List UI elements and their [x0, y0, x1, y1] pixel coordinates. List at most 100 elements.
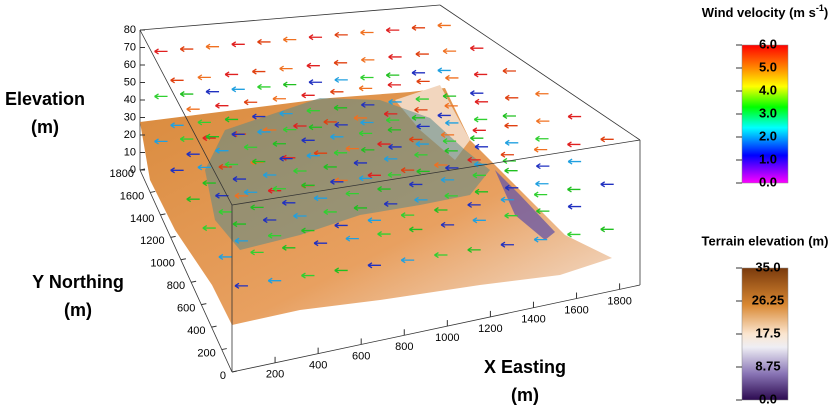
wind-arrow: [415, 140, 429, 148]
wind-arrow: [257, 38, 271, 46]
wind-arrow: [243, 189, 258, 196]
wind-arrow: [502, 112, 516, 120]
wind-arrow: [535, 135, 549, 142]
wind-arrow: [282, 126, 297, 133]
colorbar-title: Wind velocity (m s-1): [702, 3, 828, 20]
wind-arrow: [409, 136, 423, 143]
wind-arrow: [218, 253, 232, 261]
wind-arrow: [179, 135, 194, 143]
wind-arrow: [215, 147, 229, 154]
wind-arrow: [409, 181, 423, 188]
wind-arrow: [414, 106, 428, 113]
wind-arrow: [445, 119, 459, 126]
wind-arrow: [279, 155, 293, 162]
wind-arrow: [367, 172, 381, 179]
wind-arrow: [467, 156, 481, 163]
wind-arrow: [383, 200, 398, 207]
wind-arrow: [282, 81, 297, 88]
wind-arrow: [232, 220, 247, 228]
colorbar-tick-label: 5.0: [759, 59, 777, 74]
z-tick-label: 0: [130, 164, 136, 176]
wind-arrow: [533, 191, 548, 198]
wind-arrow: [600, 226, 614, 233]
wind-arrow: [474, 98, 489, 105]
y-tick-label: 600: [177, 303, 195, 315]
wind-arrow: [567, 158, 582, 165]
wind-arrow: [218, 163, 232, 171]
wind-arrow: [360, 74, 374, 81]
wind-arrow: [415, 50, 429, 58]
wind-arrow: [504, 167, 518, 174]
wind-arrow: [272, 95, 286, 102]
x-tick-label: 1200: [478, 323, 502, 335]
z-tick-label: 30: [124, 111, 136, 123]
wind-arrow: [504, 122, 518, 129]
wind-arrow: [600, 136, 614, 143]
wind-arrow: [330, 88, 344, 95]
wind-arrow: [533, 236, 548, 243]
wind-arrow: [215, 102, 229, 109]
wind-arrow: [434, 251, 448, 259]
z-tick-label: 10: [124, 146, 136, 158]
wind-arrow: [250, 204, 264, 211]
colorbar-tick-label: 2.0: [759, 128, 777, 143]
wind-arrow: [234, 237, 248, 244]
y-tick: [180, 258, 186, 261]
x-tick-label: 400: [309, 360, 327, 372]
wind-arrow: [472, 217, 486, 224]
wind-arrow: [367, 217, 381, 224]
wind-arrow: [272, 185, 286, 192]
wind-arrow: [416, 168, 430, 175]
colorbar-tick-label: 6.0: [759, 36, 777, 51]
wind-arrow: [282, 199, 296, 206]
wind-arrow: [301, 137, 315, 144]
wind-arrow: [301, 272, 315, 279]
wind-arrow: [500, 241, 514, 248]
wind-arrow: [415, 95, 429, 103]
wind-arrow: [385, 117, 400, 124]
wind-arrow: [313, 240, 328, 247]
wind-arrow: [197, 164, 211, 171]
colorbar-tick-label: 3.0: [759, 105, 777, 120]
vegetation: [205, 98, 490, 250]
wind-arrow: [353, 114, 368, 121]
wind-arrow: [567, 141, 581, 148]
wind-arrow: [202, 180, 216, 187]
wind-arrow: [414, 151, 428, 158]
wind-arrow: [186, 106, 200, 113]
colorbar-tick-label: 35.0: [755, 259, 780, 274]
wind-arrow: [536, 118, 550, 125]
wind-arrows: [154, 22, 614, 289]
wind-arrow: [179, 90, 194, 98]
y-tick: [201, 303, 207, 306]
wind-arrow: [416, 78, 430, 85]
y-title: (m): [64, 300, 92, 320]
wind-arrow: [437, 112, 451, 119]
wind-arrow: [262, 171, 277, 179]
wind-arrow: [323, 163, 337, 171]
colorbar-title: Terrain elevation (m): [702, 233, 829, 248]
x-tick-label: 1400: [521, 314, 545, 326]
wind-arrow: [197, 119, 211, 126]
y-tick-label: 1200: [140, 235, 164, 247]
wind-arrow: [411, 24, 426, 31]
z-tick-label: 80: [124, 24, 136, 36]
wind-arrow: [282, 244, 296, 251]
wind-arrow: [444, 147, 458, 154]
y-tick: [231, 370, 238, 373]
wind-arrow: [224, 71, 239, 78]
wind-arrow: [205, 88, 220, 95]
y-tick: [170, 235, 176, 238]
y-tick-label: 1800: [110, 168, 134, 180]
y-tick: [150, 190, 156, 193]
wind-arrow: [334, 76, 348, 83]
x-tick-label: 1800: [607, 295, 631, 307]
wind-arrow: [243, 144, 258, 151]
wind-arrow: [353, 159, 368, 166]
wind-arrow: [445, 74, 459, 81]
wind-arrow: [536, 208, 550, 215]
wind-arrow: [467, 201, 481, 208]
wind-arrow: [308, 124, 323, 131]
wind-arrow: [504, 184, 519, 191]
z-title: Elevation: [5, 89, 85, 109]
